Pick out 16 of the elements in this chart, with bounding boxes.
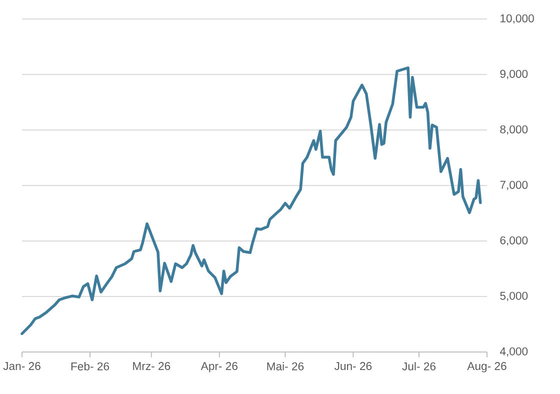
line-series [20,66,482,336]
y-tick-label: 6,000 [500,236,528,246]
x-tick-label: Jun- 26 [334,362,372,370]
x-tick-label: Aug- 26 [467,362,506,372]
x-tick-label: Jul- 26 [402,362,436,370]
x-tick-label: Feb- 26 [71,362,110,370]
y-tick-label: 8,000 [500,125,528,135]
x-tick-label: Apr- 26 [200,362,238,372]
y-tick-label: 10,000 [500,14,534,24]
x-tick-label: Jan- 26 [3,362,40,370]
x-tick-label: Mai- 26 [267,362,304,370]
y-tick-label: 4,000 [500,347,528,357]
y-tick-label: 5,000 [500,292,528,302]
x-tick-label: Mrz- 26 [133,362,170,370]
y-tick-label: 9,000 [500,70,528,80]
y-tick-label: 7,000 [500,180,528,190]
